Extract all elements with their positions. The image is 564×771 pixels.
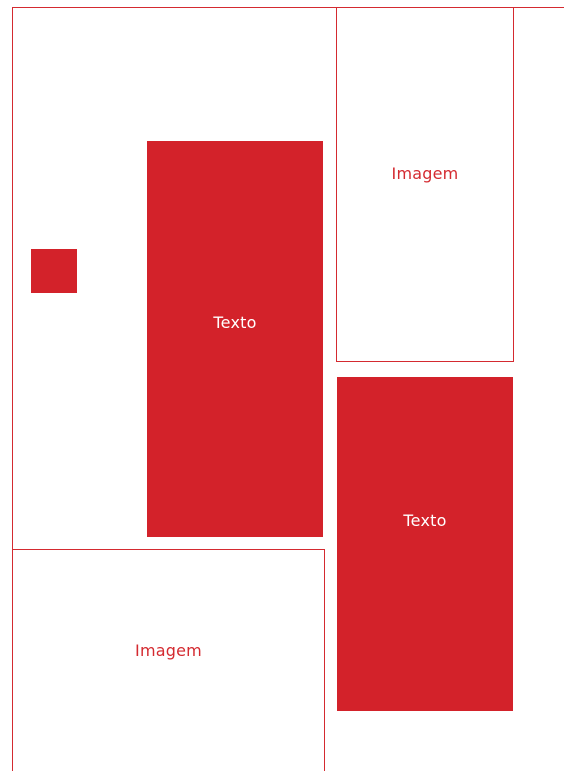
image-placeholder-top-right: Imagem: [336, 7, 514, 362]
text-block-bottom-right: Texto: [337, 377, 513, 711]
red-square-marker: [31, 249, 77, 293]
image-label: Imagem: [135, 641, 202, 660]
text-block-center: Texto: [147, 141, 323, 537]
text-label: Texto: [213, 313, 257, 332]
text-label: Texto: [403, 511, 447, 530]
image-label: Imagem: [391, 164, 459, 183]
image-placeholder-bottom-left: Imagem: [12, 549, 325, 771]
page-frame: [12, 7, 564, 767]
